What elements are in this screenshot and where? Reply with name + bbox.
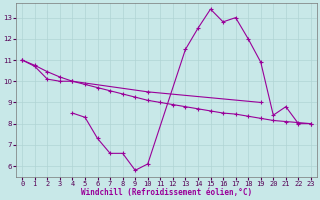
X-axis label: Windchill (Refroidissement éolien,°C): Windchill (Refroidissement éolien,°C)	[81, 188, 252, 197]
